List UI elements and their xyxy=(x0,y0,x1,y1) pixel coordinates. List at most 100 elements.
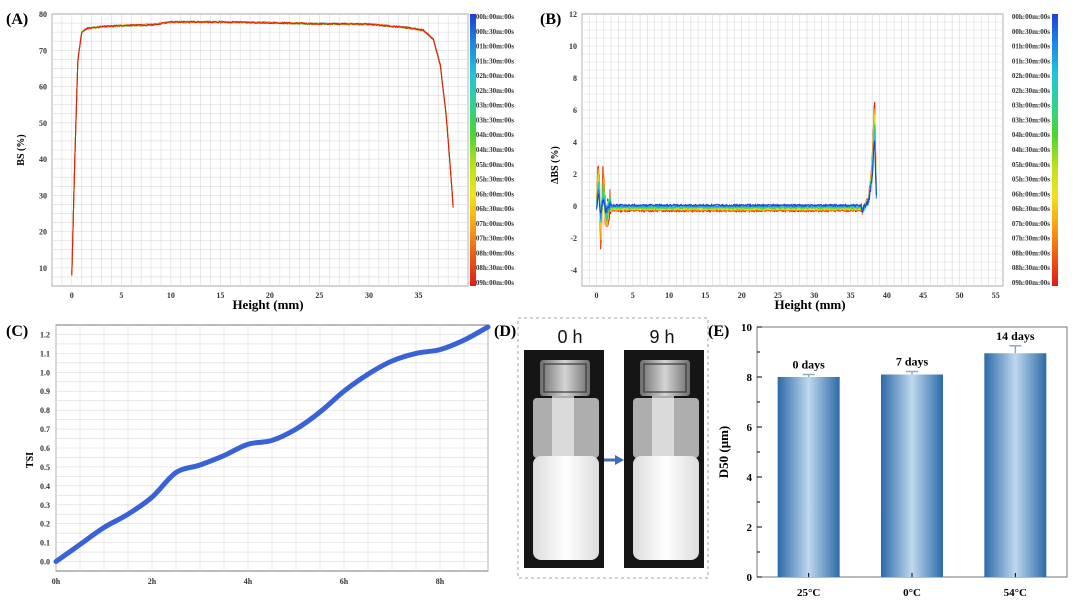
panel-e: (E) 0 2 4 6 8 10 0 days 7 days 14 days 25°C 0°C 5… xyxy=(708,322,1068,599)
panel-c-x-tick-label: 8h xyxy=(436,577,445,586)
panel-a-x-axis-label: Height (mm) xyxy=(232,297,303,312)
panel-b-series-line xyxy=(596,140,877,214)
panel-b-legend-entry: 05h:00m:00s xyxy=(1012,161,1050,169)
panel-a-legend-entry: 06h:30m:00s xyxy=(476,205,514,213)
vial-right-time-label: 9 h xyxy=(649,327,674,347)
panel-b-legend-entry: 04h:30m:00s xyxy=(1012,146,1050,154)
panel-c-y-tick-label: 0.9 xyxy=(40,387,50,396)
panel-c-y-tick-label: 0.8 xyxy=(40,406,50,415)
panel-b-x-tick-label: 5 xyxy=(631,291,635,300)
panel-e-y-tick-label: 0 xyxy=(747,572,753,584)
panel-d-label: (D) xyxy=(494,323,516,340)
panel-e-y-tick-label: 10 xyxy=(741,322,753,334)
panel-b-legend-entry: 02h:30m:00s xyxy=(1012,87,1050,95)
panel-e-y-tick-label: 6 xyxy=(747,422,753,434)
panel-c-y-tick-label: 0.1 xyxy=(40,539,50,548)
panel-b-legend-entry: 00h:30m:00s xyxy=(1012,28,1050,36)
panel-c-y-tick-label: 0.2 xyxy=(40,520,50,529)
panel-e-x-tick-label: 25°C xyxy=(797,587,820,599)
panel-c-x-tick-label: 0h xyxy=(52,577,61,586)
vial-photo-left xyxy=(524,350,604,568)
panel-a-y-tick-label: 50 xyxy=(39,119,47,128)
panel-b-legend-entry: 02h:00m:00s xyxy=(1012,72,1050,80)
panel-b-y-tick-label: 4 xyxy=(573,138,577,147)
panel-e-x-ticks: 25°C 0°C 54°C xyxy=(797,573,1027,599)
panel-e-bar-label: 0 days xyxy=(792,358,825,372)
panel-b-x-tick-label: 50 xyxy=(955,291,963,300)
panel-a-x-tick-label: 20 xyxy=(266,291,274,300)
panel-b-y-tick-label: 12 xyxy=(569,10,577,19)
panel-c-y-tick-label: 0.3 xyxy=(40,501,50,510)
panel-b: (B) -4 -2 0 2 4 6 8 10 12 0 5 10 15 20 25 30 35 40 45 50 55… xyxy=(540,10,1058,312)
panel-b-legend-entry: 08h:30m:00s xyxy=(1012,264,1050,272)
panel-e-bars: 0 days 7 days 14 days xyxy=(777,329,1047,577)
panel-b-legend-entry: 01h:30m:00s xyxy=(1012,57,1050,65)
panel-a-y-tick-label: 60 xyxy=(39,83,47,92)
panel-a-label: (A) xyxy=(6,11,28,28)
panel-b-x-tick-label: 35 xyxy=(847,291,855,300)
panel-b-legend-colorbar xyxy=(1052,14,1058,286)
panel-c-x-tick-label: 4h xyxy=(244,577,253,586)
panel-a-legend-entry: 03h:30m:00s xyxy=(476,116,514,124)
panel-a-legend-colorbar xyxy=(470,14,476,286)
panel-a-legend-entry: 01h:30m:00s xyxy=(476,57,514,65)
panel-c-label: (C) xyxy=(6,323,28,340)
panel-b-legend-entry: 00h:00m:00s xyxy=(1012,13,1050,21)
panel-c-y-ticks: 0.0 0.1 0.2 0.3 0.4 0.5 0.6 0.7 0.8 0.9 1.0 1.1 1.2 xyxy=(40,330,50,566)
panel-c: (C) 0.0 0.1 0.2 0.3 0.4 0.5 0.6 0.7 0.8 0.9 1.0 1.1… xyxy=(6,323,491,586)
panel-a-x-tick-label: 35 xyxy=(414,291,422,300)
panel-a-legend-entry: 03h:00m:00s xyxy=(476,102,514,110)
panel-b-y-tick-label: 10 xyxy=(569,42,577,51)
panel-b-grid xyxy=(581,13,1004,287)
panel-c-y-tick-label: 0.5 xyxy=(40,463,50,472)
panel-b-series-line xyxy=(596,107,877,247)
panel-b-legend-entry: 09h:00m:00s xyxy=(1012,279,1050,287)
photo-frame xyxy=(517,317,709,579)
panel-b-series-line xyxy=(596,102,877,250)
panel-e-bar xyxy=(984,353,1047,577)
panel-b-series xyxy=(596,102,877,250)
panel-c-grid xyxy=(55,325,489,571)
panel-e-bar xyxy=(777,377,840,577)
panel-b-series-line xyxy=(596,114,877,241)
panel-a-legend-entry: 08h:00m:00s xyxy=(476,249,514,257)
panel-a-x-ticks: 0 5 10 15 20 25 30 35 xyxy=(70,291,423,300)
panel-c-series xyxy=(53,324,491,564)
panel-a-legend-entry: 05h:00m:00s xyxy=(476,161,514,169)
panel-b-legend-entry: 06h:30m:00s xyxy=(1012,205,1050,213)
panel-a-legend-entry: 04h:00m:00s xyxy=(476,131,514,139)
panel-a-x-tick-label: 15 xyxy=(216,291,224,300)
panel-c-y-tick-label: 0.6 xyxy=(40,444,50,453)
panel-c-x-ticks: 0h 2h 4h 6h 8h xyxy=(52,577,445,586)
panel-b-series-line xyxy=(596,109,877,234)
panel-e-y-tick-label: 8 xyxy=(747,372,753,384)
panel-b-legend-entry: 01h:00m:00s xyxy=(1012,43,1050,51)
panel-b-y-tick-label: 8 xyxy=(573,74,577,83)
panel-b-legend: 00h:00m:00s 00h:30m:00s 01h:00m:00s 01h:30m… xyxy=(1012,13,1058,287)
panel-b-legend-entry: 06h:00m:00s xyxy=(1012,190,1050,198)
panel-a-legend-entry: 05h:30m:00s xyxy=(476,176,514,184)
panel-c-tsi-line xyxy=(53,324,491,564)
panel-a-y-tick-label: 40 xyxy=(39,155,47,164)
panel-b-x-tick-label: 15 xyxy=(701,291,709,300)
panel-b-legend-entry: 07h:30m:00s xyxy=(1012,235,1050,243)
panel-e-bar-label: 14 days xyxy=(996,329,1035,343)
panel-b-y-tick-label: 2 xyxy=(573,170,577,179)
panel-b-x-tick-label: 20 xyxy=(738,291,746,300)
panel-a-x-tick-label: 10 xyxy=(167,291,175,300)
panel-b-legend-entry: 08h:00m:00s xyxy=(1012,249,1050,257)
panel-e-y-tick-label: 2 xyxy=(747,522,753,534)
panel-e-y-ticks: 0 2 4 6 8 10 xyxy=(741,322,762,584)
panel-b-x-tick-label: 40 xyxy=(883,291,891,300)
panel-a-series xyxy=(71,20,454,276)
panel-c-y-tick-label: 0.0 xyxy=(40,558,50,567)
panel-b-y-tick-label: 0 xyxy=(573,202,577,211)
panel-a-legend-entry: 09h:00m:00s xyxy=(476,279,514,287)
panel-c-y-axis-label: TSI xyxy=(25,452,36,468)
panel-a-x-tick-label: 30 xyxy=(365,291,373,300)
panel-e-x-tick-label: 54°C xyxy=(1004,587,1027,599)
panel-b-y-tick-label: 6 xyxy=(573,106,577,115)
panel-a-legend-entry: 02h:30m:00s xyxy=(476,87,514,95)
panel-d: (D) 0 h 9 h xyxy=(494,317,709,579)
